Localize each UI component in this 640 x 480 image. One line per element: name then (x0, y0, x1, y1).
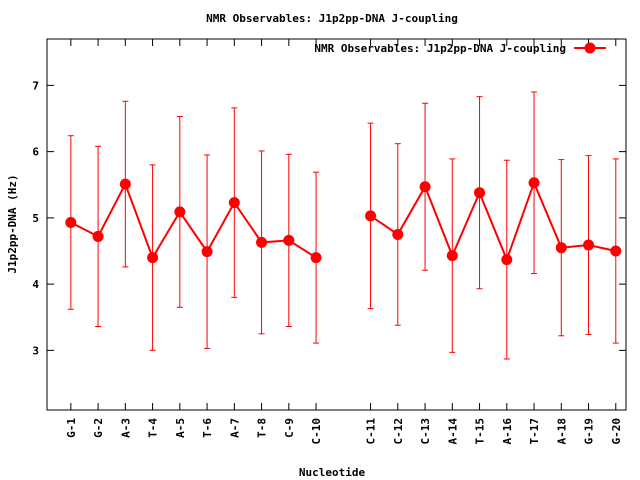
plot-frame (46, 38, 627, 411)
data-point (201, 246, 213, 258)
data-point (446, 250, 458, 262)
data-point (610, 245, 622, 257)
data-point (256, 236, 268, 248)
error-bars (67, 91, 619, 360)
legend-marker (584, 42, 596, 54)
x-tick-label: G-1 (65, 418, 78, 438)
chart-title: NMR Observables: J1p2pp-DNA J-coupling (206, 12, 458, 25)
data-point (365, 210, 377, 222)
data-point (92, 230, 104, 242)
data-point (65, 217, 77, 229)
x-tick-label: C-10 (310, 418, 323, 445)
x-axis: G-1 G-2 A-3 T-4 A-5 T-6 A-7 T-8 C-9 C-10 C-11 C-12 C… (65, 39, 623, 445)
data-point (419, 181, 431, 193)
data-point (528, 177, 540, 189)
x-tick-label: C-9 (283, 418, 296, 438)
x-tick-label: T-8 (256, 418, 269, 438)
x-tick-label: A-14 (446, 418, 459, 445)
series-line (70, 181, 317, 260)
legend-label: NMR Observables: J1p2pp-DNA J-coupling (314, 42, 566, 55)
x-tick-label: T-4 (147, 418, 160, 438)
data-point (283, 234, 295, 246)
data-point (474, 187, 486, 199)
y-tick-label: 4 (32, 278, 39, 291)
y-axis: 3 4 5 6 7 (32, 79, 626, 357)
data-point (555, 242, 567, 254)
x-tick-label: A-5 (174, 418, 187, 438)
x-tick-label: A-7 (228, 418, 241, 438)
y-tick-label: 3 (32, 344, 39, 357)
x-tick-label: A-16 (501, 418, 514, 445)
series-points (65, 177, 622, 266)
y-tick-label: 5 (32, 212, 39, 225)
x-tick-label: C-11 (365, 418, 378, 445)
x-tick-label: A-18 (555, 418, 568, 445)
x-tick-label: T-17 (528, 418, 541, 445)
series-lines (70, 180, 617, 263)
series-line (370, 180, 617, 263)
x-tick-label: T-6 (201, 418, 214, 438)
data-point (228, 197, 240, 209)
x-tick-label: C-12 (392, 418, 405, 445)
x-tick-label: C-13 (419, 418, 432, 445)
data-point (174, 206, 186, 218)
x-tick-label: G-19 (583, 418, 596, 445)
y-tick-label: 6 (32, 146, 39, 159)
data-point (119, 178, 131, 190)
x-tick-label: G-2 (92, 418, 105, 438)
x-tick-label: A-3 (119, 418, 132, 438)
x-tick-label: G-20 (610, 418, 623, 445)
x-axis-label: Nucleotide (299, 466, 366, 479)
y-axis-label: J1p2pp-DNA (Hz) (6, 174, 19, 273)
data-point (583, 239, 595, 251)
data-point (310, 252, 322, 264)
data-point (392, 228, 404, 240)
y-tick-label: 7 (32, 79, 39, 92)
x-tick-label: T-15 (474, 418, 487, 445)
legend: NMR Observables: J1p2pp-DNA J-coupling (314, 42, 606, 55)
data-point (501, 254, 513, 266)
data-point (147, 252, 159, 264)
